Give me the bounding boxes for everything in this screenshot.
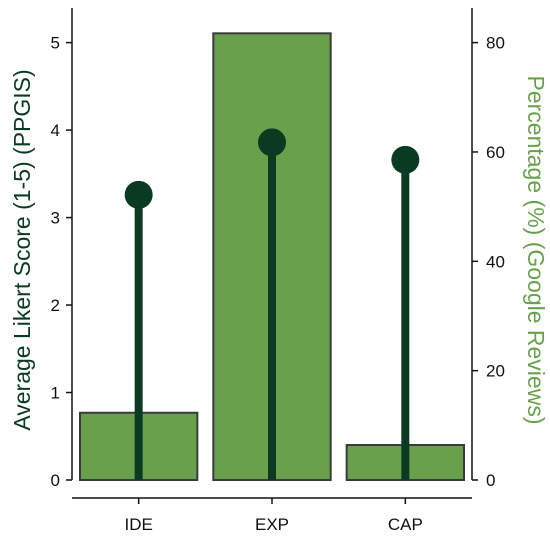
x-tick-label-ide: IDE [124, 515, 152, 534]
lollipop-point-ide [124, 180, 153, 209]
left-tick-label: 5 [51, 34, 60, 53]
left-axis-title: Average Likert Score (1-5) (PPGIS) [9, 69, 35, 430]
left-tick-label: 1 [51, 384, 60, 403]
right-tick-label: 20 [486, 362, 505, 381]
lollipop-layer [124, 128, 420, 480]
right-tick-label: 0 [486, 471, 495, 490]
lollipop-point-exp [258, 128, 286, 157]
x-tick-label-cap: CAP [388, 515, 423, 534]
left-tick-label: 2 [51, 296, 60, 315]
x-tick-label-exp: EXP [255, 515, 289, 534]
right-axis-title: Percentage (%) (Google Reviews) [523, 76, 549, 425]
left-tick-label: 3 [51, 209, 60, 228]
right-tick-label: 40 [486, 252, 505, 271]
left-tick-label: 4 [51, 121, 60, 140]
lollipop-point-cap [391, 145, 420, 174]
left-tick-label: 0 [51, 471, 60, 490]
right-tick-label: 80 [486, 34, 505, 53]
right-tick-label: 60 [486, 143, 505, 162]
axes-layer: 0 1 2 3 4 5 0 20 40 60 80 IDE EXP CAP [51, 8, 505, 534]
